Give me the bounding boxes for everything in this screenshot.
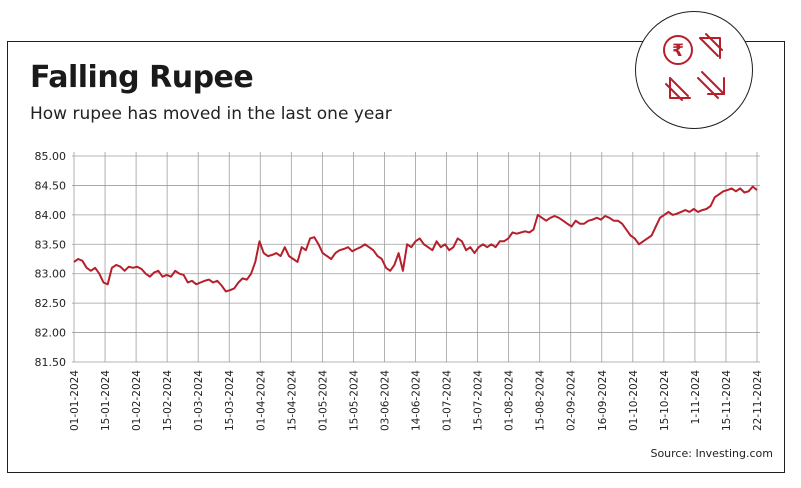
x-tick-label: 01-01-2024 <box>69 370 81 431</box>
source-note: Source: Investing.com <box>650 447 773 460</box>
x-tick-label: 01-02-2024 <box>131 370 143 431</box>
y-tick-label: 81.50 <box>35 356 67 369</box>
x-tick-label: 15-05-2024 <box>348 370 360 431</box>
x-tick-label: 22-11-2024 <box>752 370 764 431</box>
x-tick-label: 15-04-2024 <box>286 370 298 431</box>
y-tick-label: 82.50 <box>35 297 67 310</box>
x-tick-label: 01-05-2024 <box>317 370 329 431</box>
y-tick-label: 83.00 <box>35 268 67 281</box>
x-tick-label: 01-04-2024 <box>255 370 267 431</box>
y-tick-label: 85.00 <box>35 150 67 163</box>
x-tick-label: 16-09-2024 <box>597 370 609 431</box>
x-tick-label: 15-02-2024 <box>162 370 174 431</box>
x-axis-labels: 01-01-2024 15-01-2024 01-02-2024 15-02-2024… <box>69 370 764 431</box>
rupee-exchange-icon: ₹ <box>663 33 725 101</box>
x-tick-label: 01-03-2024 <box>193 370 205 431</box>
y-tick-label: 82.00 <box>35 327 67 340</box>
x-tick-label: 14-06-2024 <box>411 370 423 431</box>
x-tick-label: 15-03-2024 <box>224 370 236 431</box>
y-tick-label: 84.00 <box>35 209 67 222</box>
svg-text:₹: ₹ <box>672 41 684 61</box>
y-axis-labels: 85.00 84.50 84.00 83.50 83.00 82.50 82.00 81.50 <box>35 150 67 369</box>
x-tick-label: 15-10-2024 <box>659 370 671 431</box>
chart-title: Falling Rupee <box>30 60 254 95</box>
x-tick-label: 15-01-2024 <box>100 370 112 431</box>
x-tick-label: 01-07-2024 <box>442 370 454 431</box>
y-tick-label: 83.50 <box>35 238 67 251</box>
x-tick-label: 15-08-2024 <box>535 370 547 431</box>
chart-subtitle: How rupee has moved in the last one year <box>30 104 392 124</box>
x-tick-label: 1-11-2024 <box>690 370 702 425</box>
x-tick-label: 01-10-2024 <box>628 370 640 431</box>
x-tick-label: 15-11-2024 <box>721 370 733 431</box>
y-tick-label: 84.50 <box>35 179 67 192</box>
logo-badge: ₹ <box>635 11 753 129</box>
chart-grid <box>72 152 760 363</box>
x-tick-label: 15-07-2024 <box>473 370 485 431</box>
x-tick-label: 03-06-2024 <box>379 370 391 431</box>
series-line-usd-inr <box>73 185 758 293</box>
x-tick-label: 01-08-2024 <box>504 370 516 431</box>
x-tick-label: 02-09-2024 <box>566 370 578 431</box>
